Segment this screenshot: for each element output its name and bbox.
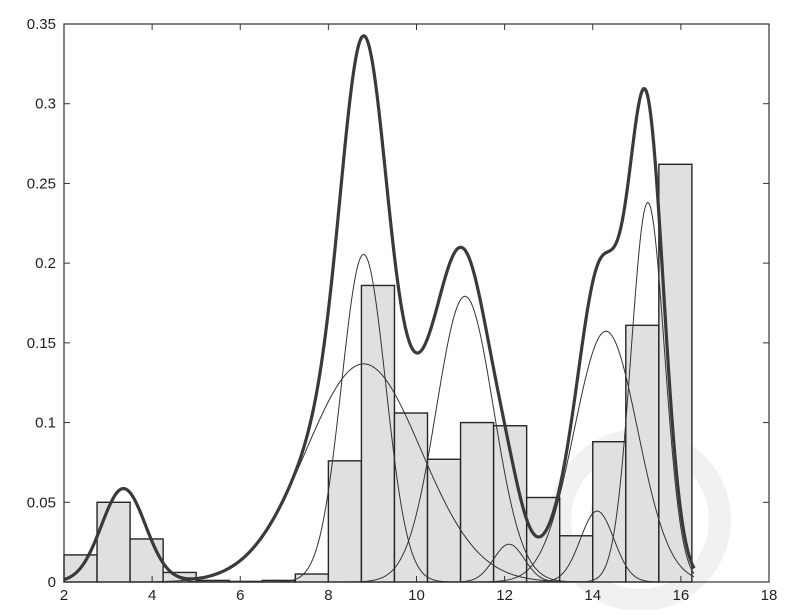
histogram-bar [360, 284, 396, 583]
y-axis-ticks: 0 0.05 0.1 0.15 0.2 0.25 0.3 0.35 [27, 16, 769, 591]
x-tick-label: 16 [673, 587, 690, 604]
x-tick-label: 2 [60, 587, 68, 604]
x-tick-label: 12 [496, 587, 513, 604]
y-tick-label: 0.3 [35, 96, 56, 113]
x-tick-label: 10 [408, 587, 425, 604]
mixture-curve [63, 34, 696, 582]
histogram-bar [426, 458, 462, 583]
y-tick-label: 0 [48, 574, 56, 591]
x-tick-label: 4 [148, 587, 156, 604]
histogram-bars [63, 163, 693, 583]
x-axis-ticks: 2 4 6 8 10 12 14 16 18 [60, 24, 778, 604]
histogram-bar [592, 441, 627, 583]
histogram-bar [658, 163, 693, 583]
histogram-bar [393, 412, 429, 583]
y-tick-label: 0.35 [27, 16, 56, 33]
histogram-bar [459, 421, 495, 583]
y-tick-label: 0.25 [27, 175, 56, 192]
histogram-bar [559, 535, 594, 583]
histogram-bar [294, 573, 330, 583]
mixture-curve-group [63, 34, 696, 582]
x-tick-label: 18 [761, 587, 778, 604]
x-tick-label: 6 [236, 587, 244, 604]
y-tick-label: 0.15 [27, 335, 56, 352]
y-tick-label: 0.1 [35, 415, 56, 432]
y-tick-label: 0.2 [35, 255, 56, 272]
histogram-bar [327, 460, 363, 583]
y-tick-label: 0.05 [27, 494, 56, 511]
histogram-bar [96, 501, 131, 583]
x-tick-label: 14 [584, 587, 601, 604]
histogram-bar [129, 538, 164, 583]
x-tick-label: 8 [324, 587, 332, 604]
